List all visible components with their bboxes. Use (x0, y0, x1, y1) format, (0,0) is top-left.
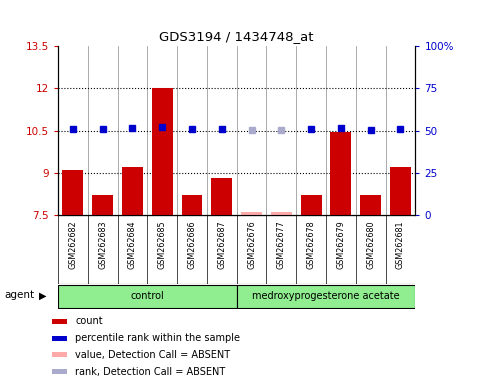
Bar (390, 167, 411, 215)
Bar (52, 353, 68, 358)
Text: GSM262681: GSM262681 (396, 220, 405, 269)
Text: GSM262684: GSM262684 (128, 220, 137, 269)
Text: GSM262677: GSM262677 (277, 220, 286, 269)
Bar (122, 167, 143, 215)
Text: value, Detection Call = ABSENT: value, Detection Call = ABSENT (75, 350, 230, 360)
Text: GSM262683: GSM262683 (98, 220, 107, 269)
Bar (330, 132, 351, 215)
Bar (301, 195, 322, 215)
Text: rank, Detection Call = ABSENT: rank, Detection Call = ABSENT (75, 367, 225, 377)
Bar (271, 212, 292, 215)
Text: GSM262679: GSM262679 (337, 220, 345, 269)
Bar (360, 195, 381, 215)
Bar (241, 212, 262, 215)
Bar (62, 170, 83, 215)
Text: GSM262682: GSM262682 (69, 220, 77, 269)
Text: percentile rank within the sample: percentile rank within the sample (75, 333, 240, 343)
Bar (58, 285, 237, 308)
Text: GSM262680: GSM262680 (366, 220, 375, 269)
Text: count: count (75, 316, 102, 326)
Text: medroxyprogesterone acetate: medroxyprogesterone acetate (252, 291, 400, 301)
Text: GSM262678: GSM262678 (307, 220, 315, 269)
Bar (52, 336, 68, 341)
Text: ▶: ▶ (39, 290, 46, 300)
Text: control: control (130, 291, 164, 301)
Bar (152, 88, 172, 215)
Bar (182, 195, 202, 215)
Text: GSM262685: GSM262685 (158, 220, 167, 269)
Bar (92, 195, 113, 215)
Text: GSM262687: GSM262687 (217, 220, 226, 269)
Bar (52, 319, 68, 324)
Text: GSM262676: GSM262676 (247, 220, 256, 269)
Bar (52, 369, 68, 374)
Title: GDS3194 / 1434748_at: GDS3194 / 1434748_at (159, 30, 314, 43)
Text: GSM262686: GSM262686 (187, 220, 197, 269)
Bar (237, 285, 415, 308)
Bar (212, 179, 232, 215)
Text: agent: agent (5, 290, 35, 300)
